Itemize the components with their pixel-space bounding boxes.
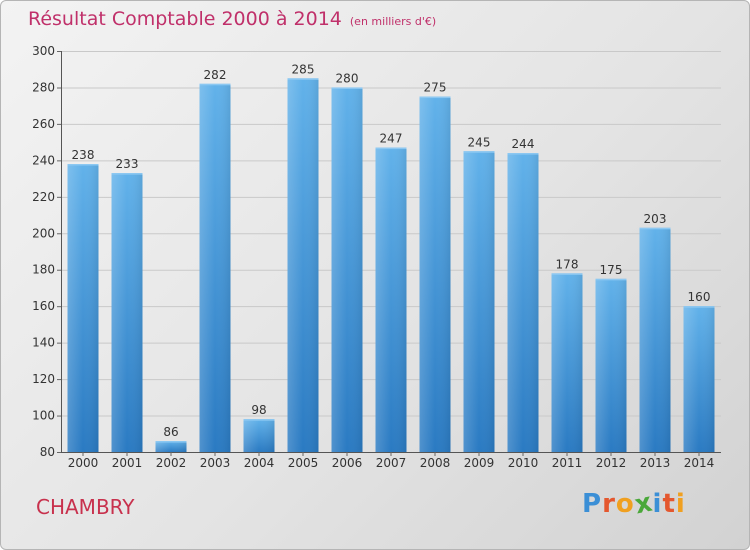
x-tick-label: 2000: [68, 456, 99, 470]
x-tick-label: 2012: [596, 456, 627, 470]
bar-shine: [683, 306, 715, 452]
data-label: 98: [251, 403, 266, 417]
data-label: 280: [336, 71, 359, 85]
data-label: 282: [204, 68, 227, 82]
x-tick-label: 2011: [552, 456, 583, 470]
data-label: 160: [688, 290, 711, 304]
bar-top-edge: [67, 164, 99, 166]
y-tick-label: 260: [32, 117, 55, 131]
y-tick-label: 160: [32, 299, 55, 313]
x-tick-label: 2014: [684, 456, 715, 470]
bar-top-edge: [507, 153, 539, 155]
logo-letter: i: [652, 489, 663, 519]
x-tick-label: 2008: [420, 456, 451, 470]
y-tick-label: 120: [32, 372, 55, 386]
y-tick-label: 180: [32, 263, 55, 277]
proxiti-logo: Proxiti: [582, 487, 686, 520]
location-name: CHAMBRY: [36, 495, 135, 519]
labels: 238 2000 233 2001 86 2002 282 2003 98 2004 285 2005…: [68, 62, 715, 470]
bar-shine: [595, 278, 627, 452]
bar-shine: [419, 96, 451, 453]
bar-shine: [551, 273, 583, 452]
bar-top-edge: [287, 78, 319, 80]
bar-shine: [111, 173, 143, 452]
data-label: 285: [292, 62, 315, 76]
bar-top-edge: [375, 147, 407, 150]
x-tick-label: 2010: [508, 456, 539, 470]
bar-shine: [463, 151, 495, 452]
bar-top-edge: [639, 227, 671, 230]
y-tick-label: 220: [32, 190, 55, 204]
y-tick-label: 80: [40, 445, 55, 459]
bar-shine: [287, 78, 319, 452]
bar-shine: [199, 83, 231, 453]
bar-top-edge: [463, 151, 495, 153]
chart-title: Résultat Comptable 2000 à 2014 (en millie…: [28, 8, 436, 30]
bar-shine: [155, 441, 187, 452]
data-label: 238: [72, 148, 95, 162]
bar-shine: [67, 164, 99, 452]
bar-shine: [375, 147, 407, 452]
logo-letter: P: [582, 489, 603, 519]
x-tick-label: 2005: [288, 456, 319, 470]
chart-unit-subtitle: (en milliers d'€): [349, 15, 437, 28]
data-label: 178: [556, 257, 579, 271]
data-label: 275: [424, 81, 447, 95]
data-label: 86: [163, 425, 178, 439]
data-label: 203: [644, 212, 667, 226]
y-tick-label: 200: [32, 226, 55, 240]
bar-top-edge: [551, 273, 583, 275]
x-tick-label: 2007: [376, 456, 407, 470]
bar-top-edge: [595, 278, 627, 281]
axes: 80 100 120 140 160 180 200 220 240 260 280 300: [32, 44, 721, 459]
x-tick-label: 2004: [244, 456, 275, 470]
x-tick-label: 2001: [112, 456, 143, 470]
data-label: 244: [512, 137, 535, 151]
data-label: 175: [600, 263, 623, 277]
bar-top-edge: [243, 419, 275, 421]
bar-top-edge: [683, 306, 715, 308]
y-tick-label: 100: [32, 409, 55, 423]
bar-top-edge: [155, 441, 187, 443]
x-tick-label: 2002: [156, 456, 187, 470]
logo-letter: r: [602, 489, 616, 519]
x-tick-label: 2003: [200, 456, 231, 470]
y-tick-label: 240: [32, 153, 55, 167]
logo-letter: o: [615, 489, 635, 519]
bar-shine: [331, 87, 363, 453]
x-tick-label: 2013: [640, 456, 671, 470]
bar-top-edge: [199, 83, 231, 86]
bar-top-edge: [111, 173, 143, 175]
logo-letter: t: [662, 489, 676, 519]
chart-title-main: Résultat Comptable 2000 à 2014: [28, 8, 342, 30]
bar-shine: [639, 227, 671, 452]
x-tick-label: 2006: [332, 456, 363, 470]
bar-shine: [507, 153, 539, 452]
data-label: 247: [380, 132, 403, 146]
x-tick-label: 2009: [464, 456, 495, 470]
bar-top-edge: [331, 87, 363, 89]
bar-shine: [243, 419, 275, 452]
y-tick-label: 140: [32, 336, 55, 350]
data-label: 245: [468, 135, 491, 149]
y-tick-label: 300: [32, 44, 55, 58]
logo-letter: i: [675, 489, 686, 519]
y-tick-label: 280: [32, 80, 55, 94]
data-label: 233: [116, 157, 139, 171]
bar-top-edge: [419, 96, 451, 99]
bars: [67, 78, 715, 453]
